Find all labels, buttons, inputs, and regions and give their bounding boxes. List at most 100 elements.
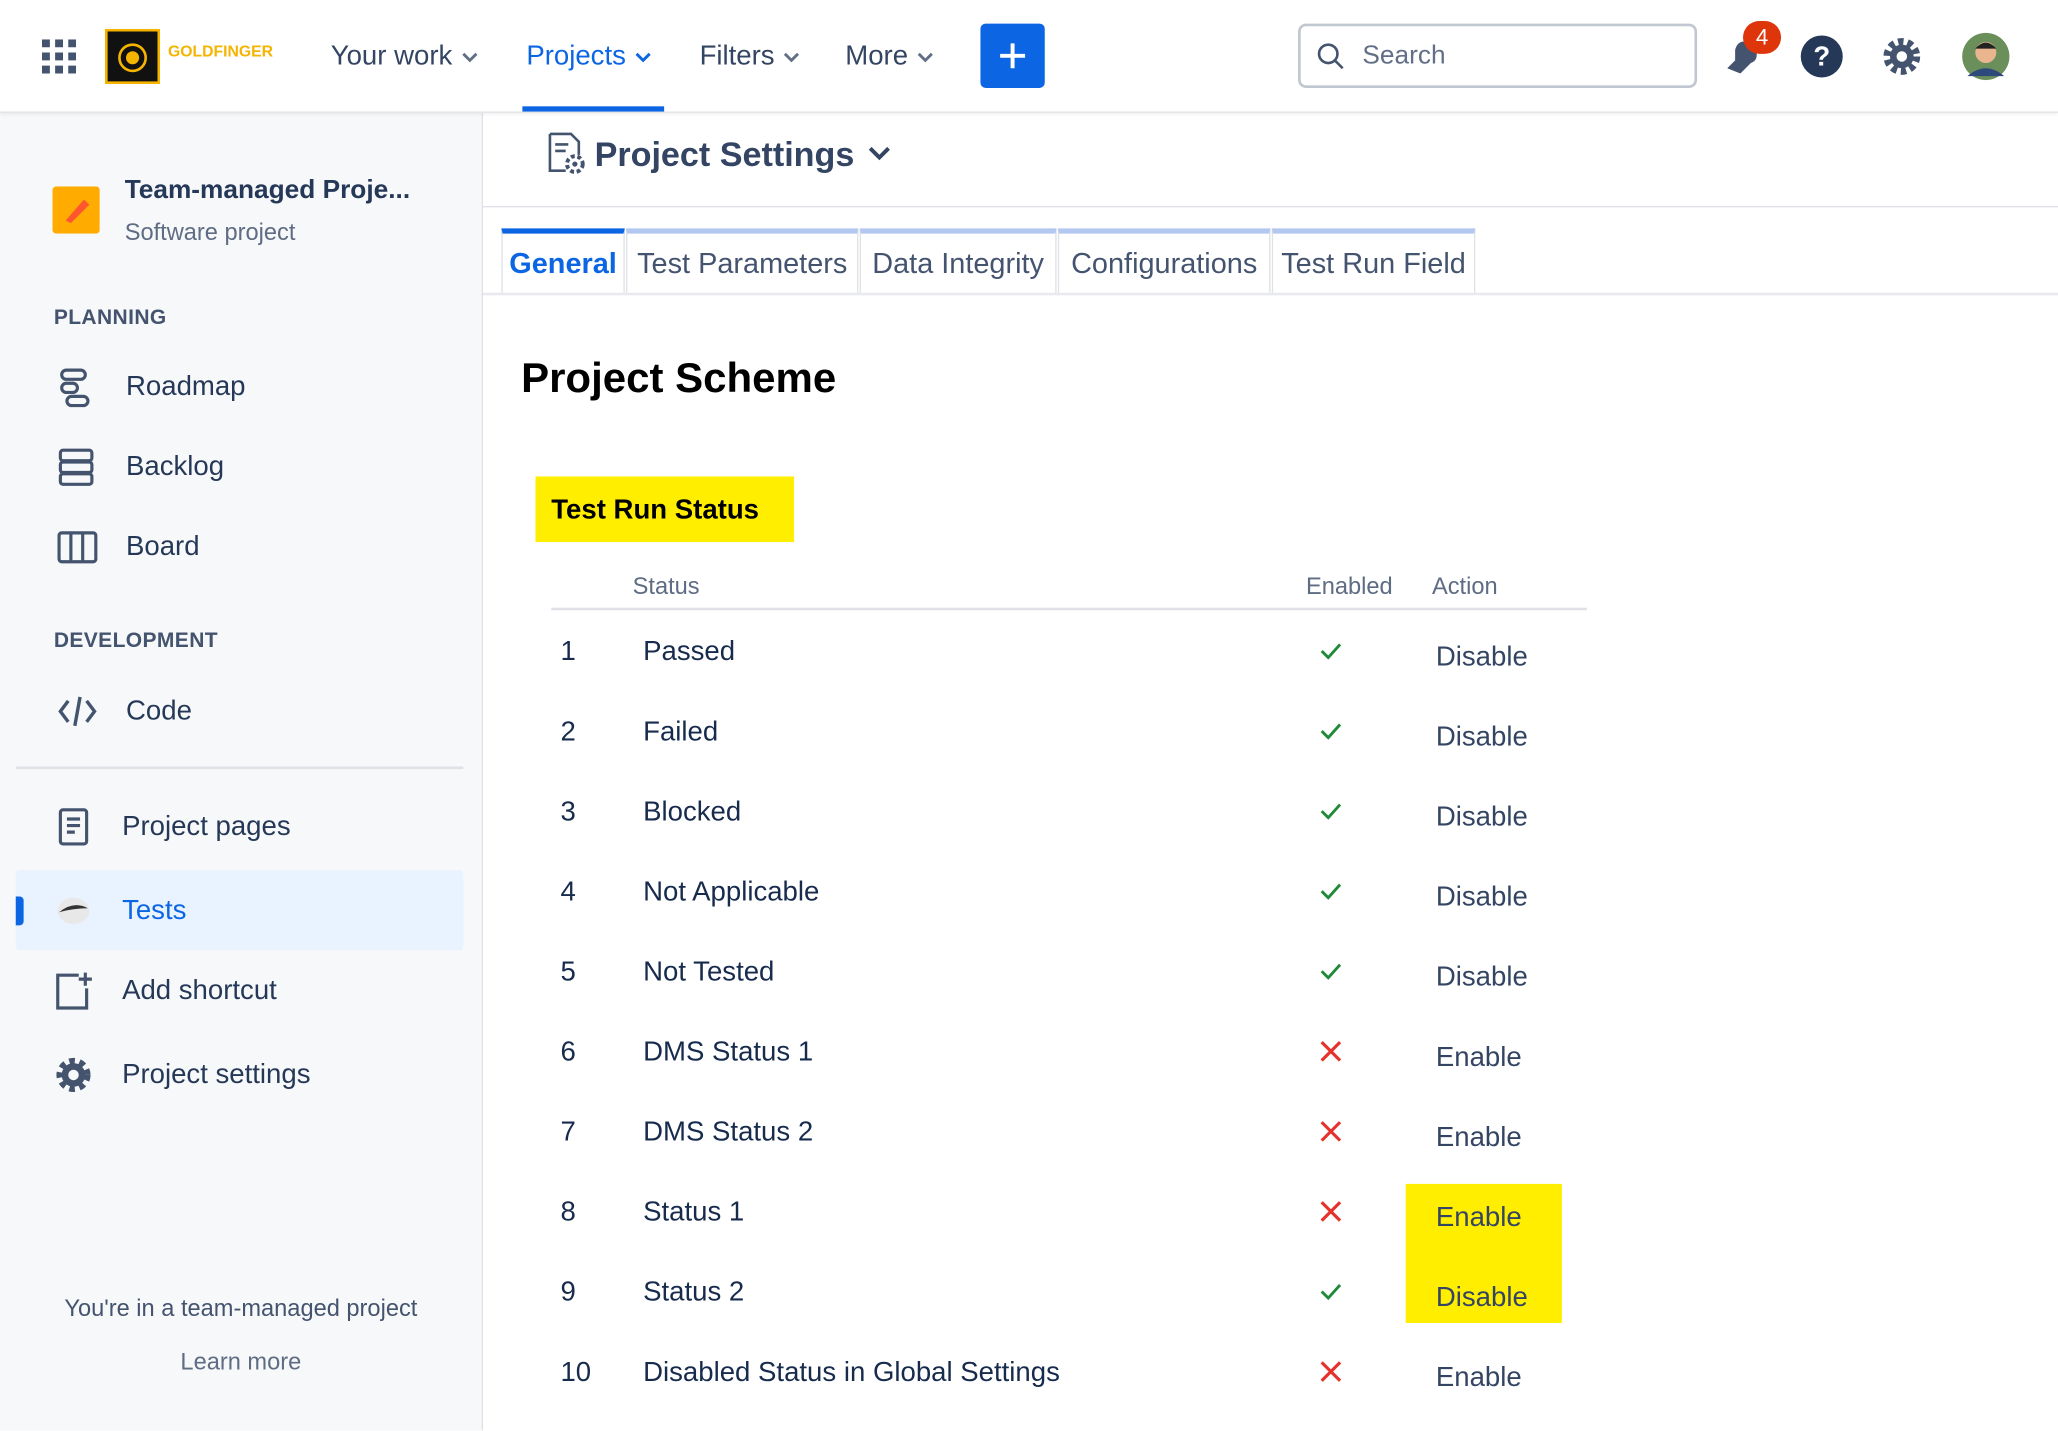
project-type: Software project — [124, 219, 296, 246]
sidebar-link[interactable]: Tests — [122, 895, 187, 926]
row-index: 6 — [560, 1036, 576, 1068]
row-status: Status 1 — [643, 1197, 745, 1228]
tab[interactable]: Data Integrity — [859, 228, 1057, 293]
column-header: Enabled — [1305, 572, 1393, 600]
title-chevron[interactable] — [868, 144, 892, 162]
section-title: Project Scheme — [521, 353, 837, 401]
row-index: 5 — [560, 956, 576, 987]
row-action[interactable]: Disable — [1435, 882, 1528, 913]
sidebar-link[interactable]: Roadmap — [126, 371, 246, 402]
row-action[interactable]: Disable — [1435, 721, 1528, 753]
table-title-box: Test Run Status — [535, 476, 795, 543]
enabled-check — [1319, 1280, 1343, 1304]
disabled-cross — [1319, 1120, 1343, 1144]
enabled-check — [1319, 959, 1343, 983]
column-header: Status — [632, 572, 700, 600]
row-status: Disabled Status in Global Settings — [643, 1357, 1060, 1388]
nav-icon — [53, 890, 95, 932]
sidebar-link[interactable]: Project pages — [122, 811, 291, 842]
row-action[interactable]: Disable — [1435, 1282, 1528, 1313]
project-avatar[interactable] — [52, 186, 100, 234]
nav-icon — [56, 690, 98, 732]
sidebar-link[interactable]: Board — [126, 531, 200, 562]
header-divider — [483, 206, 2058, 208]
row-action[interactable]: Enable — [1435, 1042, 1522, 1073]
footer-link[interactable]: Learn more — [180, 1348, 302, 1375]
nav-item[interactable]: Your work — [331, 41, 479, 73]
tab[interactable]: General — [501, 228, 625, 293]
avatar[interactable] — [1961, 32, 2011, 82]
sidebar-link[interactable]: Backlog — [126, 451, 225, 482]
search-placeholder: Search — [1362, 41, 1446, 71]
active-marker — [15, 896, 24, 926]
tab[interactable]: Test Parameters — [626, 228, 859, 293]
footer-text: You're in a team-managed project — [64, 1294, 418, 1322]
active-indicator — [522, 106, 665, 112]
section-heading: PLANNING — [53, 307, 167, 330]
column-header: Action — [1431, 572, 1498, 600]
row-status: DMS Status 1 — [643, 1036, 814, 1068]
highlight — [1405, 1183, 1562, 1323]
tab-label: Configurations — [1071, 246, 1258, 279]
chevron — [635, 52, 651, 63]
tab-label: Data Integrity — [872, 246, 1044, 279]
search-box[interactable]: Search — [1298, 23, 1698, 88]
nav-item[interactable]: Filters — [700, 41, 801, 73]
chevron — [784, 52, 800, 63]
tab-label: Test Parameters — [637, 246, 848, 279]
chevron — [461, 52, 477, 63]
create-button[interactable] — [980, 23, 1045, 88]
page-title[interactable]: Project Settings — [594, 134, 855, 174]
settings[interactable] — [1880, 34, 1925, 79]
enabled-check — [1319, 799, 1343, 823]
row-action[interactable]: Disable — [1435, 962, 1528, 993]
tab-label: Test Run Field — [1281, 246, 1466, 279]
row-index: 10 — [560, 1357, 592, 1388]
nav-icon — [53, 1054, 95, 1096]
row-index: 7 — [560, 1116, 576, 1148]
tab-baseline — [483, 292, 2058, 296]
logo[interactable] — [105, 28, 161, 84]
notification-badge: 4 — [1743, 21, 1782, 54]
row-status: Failed — [643, 716, 719, 747]
svg-text:?: ? — [1813, 41, 1830, 72]
brand: GOLDFINGER — [168, 42, 273, 61]
sidebar-link[interactable]: Project settings — [122, 1059, 311, 1090]
row-action[interactable]: Disable — [1435, 801, 1528, 833]
tab-label: General — [509, 246, 617, 279]
table-title: Test Run Status — [551, 494, 760, 525]
row-index: 9 — [560, 1277, 576, 1308]
app-switcher[interactable] — [42, 39, 77, 74]
nav-item[interactable]: More — [845, 41, 934, 73]
row-status: Not Applicable — [643, 876, 820, 907]
tab[interactable]: Configurations — [1057, 228, 1271, 293]
row-index: 1 — [560, 636, 576, 667]
active-bg — [15, 870, 464, 951]
row-action[interactable]: Enable — [1435, 1362, 1522, 1393]
help[interactable]: ? — [1799, 34, 1844, 79]
sidebar: Team-managed Proje... Software project P… — [0, 112, 483, 1431]
sidebar-link[interactable]: Code — [126, 695, 192, 726]
nav-icon — [53, 970, 95, 1012]
row-status: Blocked — [643, 796, 742, 827]
disabled-cross — [1319, 1200, 1343, 1224]
nav-item[interactable]: Projects — [526, 41, 652, 73]
row-action[interactable]: Disable — [1435, 641, 1528, 672]
project-name[interactable]: Team-managed Proje... — [124, 175, 411, 205]
row-action[interactable]: Enable — [1435, 1122, 1522, 1153]
row-index: 8 — [560, 1197, 576, 1228]
row-index: 3 — [560, 796, 576, 827]
row-index: 2 — [560, 716, 576, 747]
tab[interactable]: Test Run Field — [1271, 228, 1476, 293]
row-action[interactable]: Enable — [1435, 1202, 1522, 1233]
nav-icon — [56, 366, 98, 408]
chevron — [917, 52, 933, 63]
row-index: 4 — [560, 876, 576, 907]
sidebar-link[interactable]: Add shortcut — [122, 975, 277, 1006]
enabled-check — [1319, 879, 1343, 903]
section-heading: DEVELOPMENT — [53, 630, 218, 653]
row-status: Status 2 — [643, 1277, 745, 1308]
row-status: DMS Status 2 — [643, 1116, 814, 1148]
nav-icon — [53, 806, 95, 848]
